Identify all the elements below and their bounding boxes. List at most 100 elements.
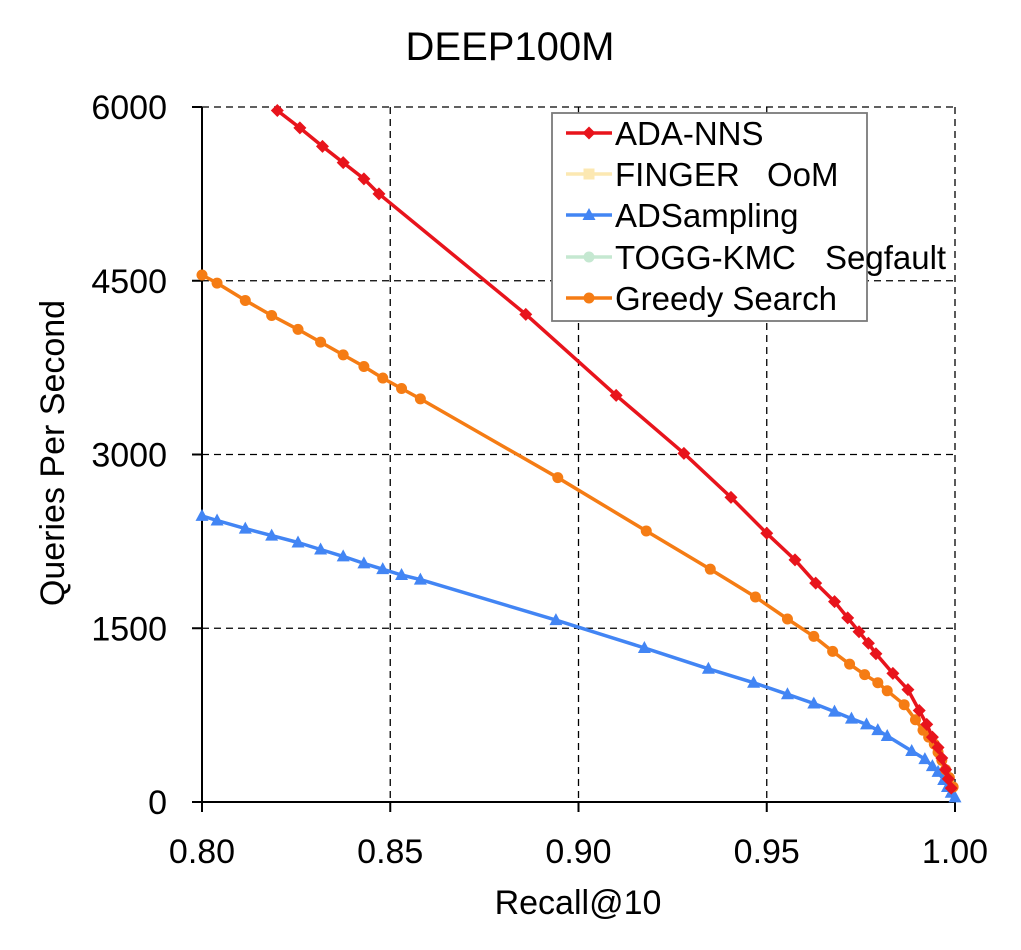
data-point-ada-nns — [315, 139, 329, 153]
legend-annotation-finger: OoM — [767, 156, 839, 193]
x-tick-label: 0.85 — [357, 833, 423, 871]
x-axis-label: Recall@10 — [495, 884, 662, 922]
x-tick-labels: 0.80 0.85 0.90 0.95 1.00 — [169, 833, 988, 871]
data-point-ada-nns — [519, 307, 533, 321]
data-point-adsampling — [747, 675, 761, 688]
data-point-greedy-search — [315, 336, 327, 348]
data-point-ada-nns — [677, 446, 691, 460]
legend-label: Greedy Search — [615, 280, 837, 317]
legend-item-togg-kmc: TOGG-KMC Segfault — [566, 239, 946, 276]
data-point-greedy-search — [266, 310, 278, 321]
data-point-ada-nns — [270, 103, 284, 117]
data-point-greedy-search — [396, 382, 408, 394]
data-point-ada-nns — [886, 666, 900, 680]
data-point-ada-nns — [861, 636, 875, 650]
data-point-ada-nns — [293, 121, 307, 135]
legend-item-adsampling: ADSampling — [566, 197, 798, 234]
chart-title: DEEP100M — [406, 25, 615, 69]
legend: ADA-NNS FINGER OoM ADSampling TOGG-KMC Segfau… — [551, 112, 946, 322]
data-point-greedy-search — [196, 269, 208, 281]
y-tick-label: 6000 — [91, 89, 167, 127]
data-point-adsampling — [413, 572, 427, 585]
x-tick-label: 1.00 — [922, 833, 988, 871]
legend-swatch-marker — [582, 208, 596, 220]
data-point-adsampling — [701, 661, 715, 674]
data-point-ada-nns — [931, 741, 945, 755]
legend-item-finger: FINGER OoM — [566, 156, 839, 193]
data-point-ada-nns — [336, 156, 350, 170]
legend-label: ADSampling — [615, 197, 798, 234]
data-point-adsampling — [210, 513, 224, 526]
data-point-adsampling — [931, 764, 945, 777]
data-point-adsampling — [880, 728, 894, 741]
data-point-ada-nns — [372, 187, 386, 201]
data-point-greedy-search — [239, 294, 251, 306]
data-point-greedy-search — [827, 645, 839, 657]
data-point-adsampling — [828, 704, 842, 717]
data-point-adsampling — [314, 542, 328, 555]
legend-label: TOGG-KMC — [615, 239, 796, 276]
y-axis-label: Queries Per Second — [34, 300, 72, 606]
data-point-ada-nns — [760, 526, 774, 540]
y-tick-label: 3000 — [91, 437, 167, 475]
data-point-ada-nns — [912, 703, 926, 717]
data-point-greedy-search — [909, 714, 921, 726]
data-point-adsampling — [844, 711, 858, 724]
data-point-greedy-search — [640, 525, 652, 537]
legend-swatch-marker — [583, 251, 595, 263]
data-point-adsampling — [265, 528, 279, 541]
y-tick-label: 1500 — [91, 610, 167, 648]
data-point-adsampling — [860, 717, 874, 730]
series-greedy-search — [196, 269, 959, 793]
data-point-greedy-search — [211, 277, 223, 289]
legend-annotation-togg-kmc: Segfault — [825, 239, 946, 276]
y-tick-labels: 0 1500 3000 4500 6000 — [91, 89, 167, 822]
x-tick-label: 0.90 — [545, 833, 611, 871]
series-ada-nns — [270, 103, 958, 795]
data-point-greedy-search — [859, 669, 871, 681]
data-point-greedy-search — [414, 393, 426, 405]
x-tick-label: 0.95 — [734, 833, 800, 871]
data-point-ada-nns — [901, 683, 915, 697]
series-line-ada-nns — [276, 109, 953, 789]
data-point-adsampling — [905, 744, 919, 757]
data-point-ada-nns — [935, 751, 949, 765]
data-point-adsampling — [195, 508, 209, 521]
legend-label: FINGER — [615, 156, 740, 193]
data-point-greedy-search — [704, 563, 716, 575]
data-point-greedy-search — [358, 360, 370, 372]
data-point-adsampling — [780, 687, 794, 700]
data-point-adsampling — [918, 752, 932, 765]
data-point-adsampling — [395, 567, 409, 580]
legend-box — [551, 112, 868, 322]
data-point-greedy-search — [377, 372, 389, 384]
data-point-adsampling — [238, 521, 252, 534]
data-point-adsampling — [637, 640, 651, 653]
data-point-ada-nns — [809, 576, 823, 590]
x-tick-label: 0.80 — [169, 833, 235, 871]
data-point-ada-nns — [609, 388, 623, 402]
data-point-ada-nns — [841, 611, 855, 625]
data-point-ada-nns — [920, 717, 934, 731]
legend-label: ADA-NNS — [615, 115, 764, 152]
data-point-adsampling — [357, 556, 371, 569]
data-point-adsampling — [871, 723, 885, 736]
axes — [192, 106, 956, 812]
legend-item-ada-nns: ADA-NNS — [566, 115, 764, 152]
data-point-ada-nns — [357, 172, 371, 186]
data-point-greedy-search — [844, 658, 856, 670]
data-point-adsampling — [376, 562, 390, 575]
y-tick-label: 0 — [148, 784, 167, 822]
legend-swatch-marker — [583, 168, 595, 180]
data-point-greedy-search — [749, 591, 761, 603]
data-point-greedy-search — [808, 630, 820, 642]
data-point-adsampling — [291, 535, 305, 548]
data-point-ada-nns — [939, 763, 953, 777]
data-point-ada-nns — [944, 781, 958, 795]
y-tick-label: 4500 — [91, 263, 167, 301]
legend-swatch-marker — [582, 126, 596, 140]
data-point-ada-nns — [828, 595, 842, 609]
data-point-greedy-search — [781, 613, 793, 625]
data-point-greedy-search — [552, 472, 564, 484]
